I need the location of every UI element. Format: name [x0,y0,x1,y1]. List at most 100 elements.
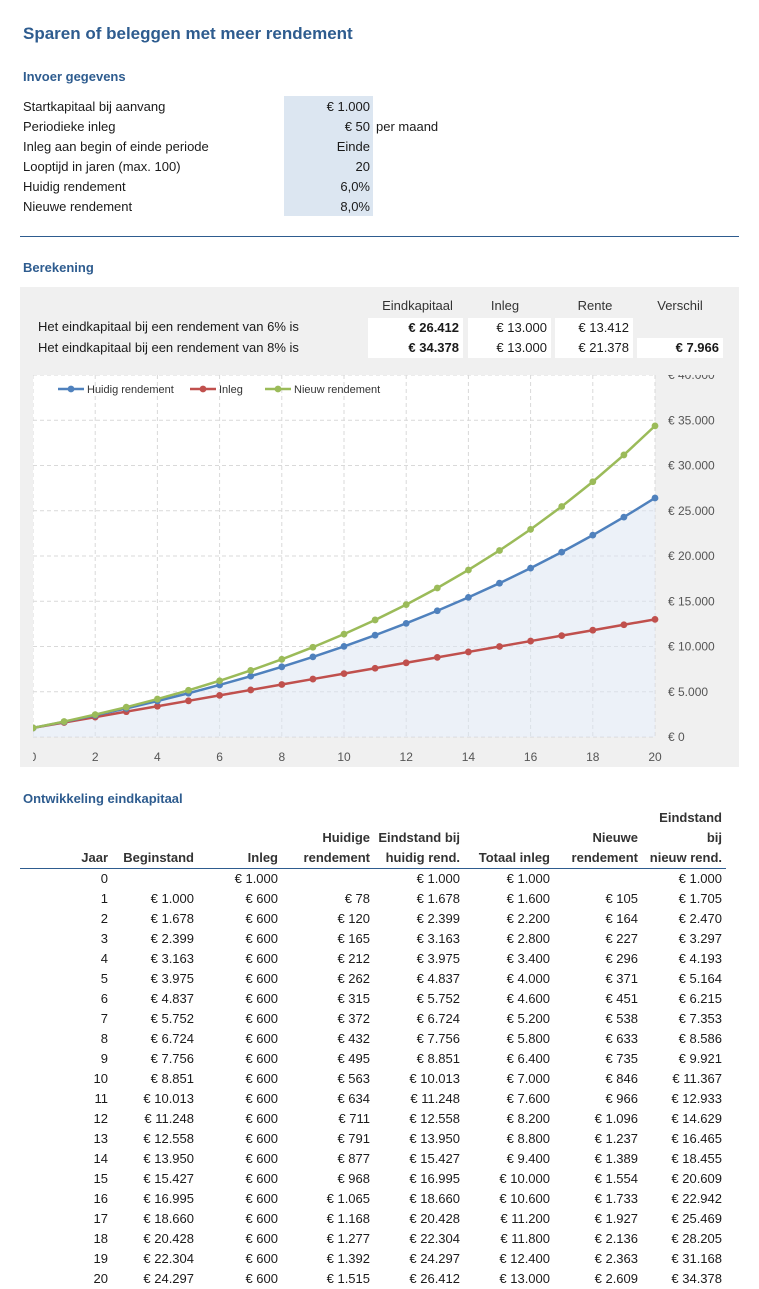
input-value[interactable]: 20 [355,159,370,174]
table-cell: € 600 [245,971,278,986]
table-cell: € 600 [245,891,278,906]
table-cell: € 3.400 [506,951,550,966]
table-cell: € 3.297 [678,931,722,946]
table-cell: € 165 [337,931,370,946]
table-cell: € 11.248 [144,1111,194,1126]
table-cell: € 3.163 [416,931,460,946]
input-value[interactable]: € 1.000 [326,99,370,114]
input-value[interactable]: 6,0% [340,179,370,194]
data-point [185,697,192,705]
y-tick-label: € 25.000 [668,504,715,518]
table-header-top [198,808,282,848]
data-point [247,672,255,680]
data-point [558,632,566,640]
table-cell: 20 [93,1271,108,1286]
table-cell: € 10.600 [499,1191,550,1206]
table-cell: € 296 [605,951,638,966]
table-cell: € 10.013 [143,1091,194,1106]
table-cell: € 8.800 [506,1131,550,1146]
table-cell: € 18.660 [143,1211,194,1226]
table-cell: € 105 [605,891,638,906]
input-value[interactable]: € 50 [344,119,370,134]
data-point [278,655,286,663]
table-row: 13 € 12.558 € 600 € 791 € 13.950 € 8.800 € 1.2… [20,1129,726,1149]
input-heading: Invoer gegevens [23,69,126,84]
table-cell: 7 [100,1011,108,1026]
input-cells-background [284,96,373,216]
table-cell: € 3.975 [150,971,194,986]
table-cell: € 600 [245,1031,278,1046]
table-cell: € 18.660 [409,1191,460,1206]
table-row: 18 € 20.428 € 600 € 1.277 € 22.304 € 11.800 € … [20,1229,726,1249]
data-point [402,619,410,627]
x-tick-label: 0 [33,750,37,764]
table-cell: € 24.297 [143,1271,194,1286]
table-row: 15 € 15.427 € 600 € 968 € 16.995 € 10.000 € 1.… [20,1169,726,1189]
table-cell: € 9.400 [506,1151,550,1166]
table-cell: € 1.600 [506,891,550,906]
data-point [309,653,317,661]
table-cell: € 20.428 [409,1211,460,1226]
table-cell: 12 [93,1111,108,1126]
table-cell: € 2.470 [678,911,722,926]
data-point [527,525,534,533]
data-point [620,621,628,629]
table-header-top: Huidige [322,830,370,845]
input-label: Nieuwe rendement [23,199,133,214]
table-cell: € 9.921 [678,1051,722,1066]
data-point [309,675,317,683]
table-cell: € 495 [337,1051,370,1066]
calc-row-label: Het eindkapitaal bij een rendement van 8… [38,340,299,355]
data-point [60,718,68,725]
calc-verschil: € 7.966 [637,338,723,358]
table-cell: € 600 [245,1111,278,1126]
table-cell: € 28.205 [671,1231,722,1246]
input-row: Huidig rendement 6,0% [23,177,483,197]
table-cell: € 227 [605,931,638,946]
table-cell: € 1.733 [594,1191,638,1206]
table-cell: € 2.136 [594,1231,638,1246]
table-cell: € 11.800 [500,1231,550,1246]
table-cell: € 633 [605,1031,638,1046]
data-point [154,695,161,703]
input-value[interactable]: Einde [336,139,370,154]
data-point [371,664,379,672]
calc-header-verschil: Verschil [657,298,703,313]
table-cell: € 22.942 [671,1191,722,1206]
data-point [651,494,659,502]
table-cell: € 3.975 [416,951,460,966]
calc-eindkapitaal-current: € 26.412 [368,318,463,338]
x-tick-label: 16 [524,750,538,764]
x-tick-label: 14 [462,750,476,764]
calc-inleg-new: € 13.000 [468,338,551,358]
table-cell: € 600 [245,1131,278,1146]
data-point [371,616,379,624]
table-cell: € 1.000 [678,871,722,886]
table-row: 8 € 6.724 € 600 € 432 € 7.756 € 5.800 € 633 € 8… [20,1029,726,1049]
table-cell: € 212 [337,951,370,966]
table-cell: € 1.554 [594,1171,638,1186]
input-value[interactable]: 8,0% [340,199,370,214]
table-cell: € 711 [338,1111,370,1126]
table-header-top: Nieuwe [592,830,638,845]
table-cell: € 11.248 [410,1091,460,1106]
table-cell: € 10.000 [499,1171,550,1186]
table-cell: € 8.586 [678,1031,722,1046]
table-cell: 14 [93,1151,108,1166]
table-row: 17 € 18.660 € 600 € 1.168 € 20.428 € 11.200 € … [20,1209,726,1229]
data-point [651,422,659,430]
table-cell: € 15.427 [143,1171,194,1186]
data-point [620,513,628,521]
legend-item: Huidig rendement [58,384,174,396]
development-table: Huidige Eindstand bij Nieuwe Eindstand bij … [20,808,726,1289]
data-point [340,630,348,638]
table-cell: € 2.200 [506,911,550,926]
calc-header-eindkapitaal: Eindkapitaal [382,298,453,313]
legend-marker [199,385,207,393]
input-row: Startkapitaal bij aanvang € 1.000 [23,97,483,117]
data-point [558,503,566,510]
table-row: 9 € 7.756 € 600 € 495 € 8.851 € 6.400 € 735 € 9… [20,1049,726,1069]
data-point [340,642,348,650]
table-cell: € 164 [605,911,638,926]
table-cell: € 600 [245,1231,278,1246]
